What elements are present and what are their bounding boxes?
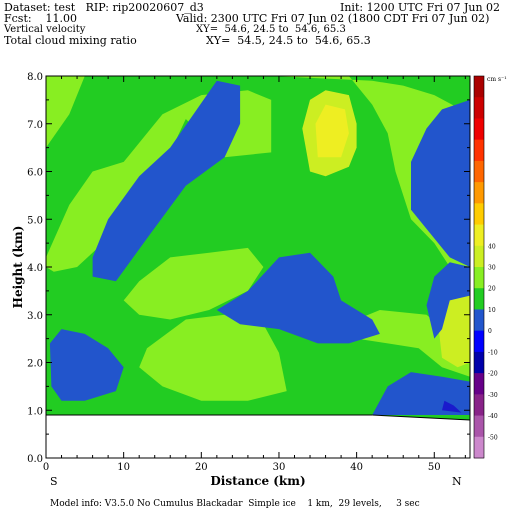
contour-fill-layer <box>46 76 471 458</box>
forecast-hour: Fcst: 11.00 <box>4 12 78 25</box>
colorbar-frame <box>473 75 485 459</box>
x-tick-label-10: 10 <box>117 462 130 473</box>
field1-xy: XY= 54.6, 24.5 to 54.6, 65.3 <box>196 24 346 35</box>
endpoint-right: N <box>452 475 462 488</box>
colorbar-label-20: 20 <box>488 286 496 293</box>
y-tick-label-1.0: 1.0 <box>27 406 43 417</box>
x-tick-label-30: 30 <box>273 462 286 473</box>
terrain-line-slope <box>372 414 471 421</box>
colorbar: cm s⁻¹ -50 -40 -30 -20 -10 0 10 20 30 40 <box>473 75 507 459</box>
field1-name: Vertical velocity <box>4 24 86 35</box>
region-right-mid <box>426 262 470 339</box>
x-tick-label-20: 20 <box>195 462 208 473</box>
colorbar-label--30: -30 <box>488 392 498 399</box>
y-tick-label-0.0: 0.0 <box>27 454 43 465</box>
region-lower-mid <box>139 314 287 401</box>
y-tick-label-7.0: 7.0 <box>27 120 43 131</box>
colorbar-label-0: 0 <box>488 328 492 335</box>
colorbar-label--10: -10 <box>488 349 498 356</box>
colorbar-swatch <box>474 436 484 459</box>
colorbar-swatch <box>474 76 484 98</box>
colorbar-swatch <box>474 97 484 119</box>
region-center <box>216 252 380 344</box>
region-upper-left <box>46 76 85 148</box>
colorbar-swatch <box>474 415 484 438</box>
colorbar-swatch <box>474 118 484 141</box>
colorbar-swatch <box>474 160 484 183</box>
colorbar-label-40: 40 <box>488 243 496 250</box>
colorbar-swatch <box>474 309 484 332</box>
colorbar-label--40: -40 <box>488 413 498 420</box>
colorbar-swatch <box>474 245 484 268</box>
init-time: Init: 1200 UTC Fri 07 Jun 02 <box>340 1 501 14</box>
terrain-mask <box>46 415 470 458</box>
colorbar-swatch <box>474 139 484 162</box>
region-right-upper <box>411 99 470 268</box>
colorbar-label--50: -50 <box>488 434 498 441</box>
x-tick-label-40: 40 <box>350 462 363 473</box>
x-axis-label: Distance (km) <box>210 474 305 488</box>
y-tick-label-3.0: 3.0 <box>27 311 43 322</box>
y-tick-label-5.0: 5.0 <box>27 215 43 226</box>
region-upper-diagonal <box>92 80 241 282</box>
colorbar-label--20: -20 <box>488 371 498 378</box>
region-bottom-right-core <box>442 400 462 413</box>
field2-xy: XY= 54.5, 24.5 to 54.6, 65.3 <box>206 34 371 47</box>
valid-time: Valid: 2300 UTC Fri 07 Jun 02 (1800 CDT … <box>176 12 490 25</box>
region-mid-left <box>123 247 264 320</box>
region-top-cell-core <box>315 104 349 158</box>
colorbar-swatch <box>474 330 484 353</box>
y-tick-label-4.0: 4.0 <box>27 263 43 274</box>
region-left-lower <box>49 329 124 401</box>
y-tick-label-8.0: 8.0 <box>27 72 43 83</box>
colorbar-swatch <box>474 394 484 417</box>
colorbar-label-10: 10 <box>488 307 496 314</box>
colorbar-swatch <box>474 203 484 226</box>
colorbar-label-30: 30 <box>488 265 496 272</box>
axes-layer: 0 10 20 30 40 50 0.0 1.0 2.0 3.0 4.0 5.0 6.0 7.0 8.0 Di… <box>11 72 471 488</box>
x-tick-label-0: 0 <box>43 462 49 473</box>
dataset-label: Dataset: test RIP: rip20020607_d3 <box>4 1 204 14</box>
colorbar-swatch <box>474 351 484 374</box>
colorbar-units: cm s⁻¹ <box>487 76 507 83</box>
colorbar-swatch <box>474 182 484 204</box>
colorbar-swatch <box>474 288 484 310</box>
field2-name: Total cloud mixing ratio <box>4 34 137 47</box>
colorbar-swatch <box>474 373 484 395</box>
colorbar-swatch <box>474 267 484 289</box>
region-upper-mid <box>271 76 470 277</box>
y-axis-label: Height (km) <box>11 226 25 309</box>
x-tick-label-50: 50 <box>428 462 441 473</box>
model-info: Model info: V3.5.0 No Cumulus Blackadar … <box>50 499 420 509</box>
endpoint-left: S <box>50 475 58 488</box>
y-tick-label-6.0: 6.0 <box>27 168 43 179</box>
colorbar-swatch <box>474 224 484 247</box>
y-tick-label-2.0: 2.0 <box>27 359 43 370</box>
